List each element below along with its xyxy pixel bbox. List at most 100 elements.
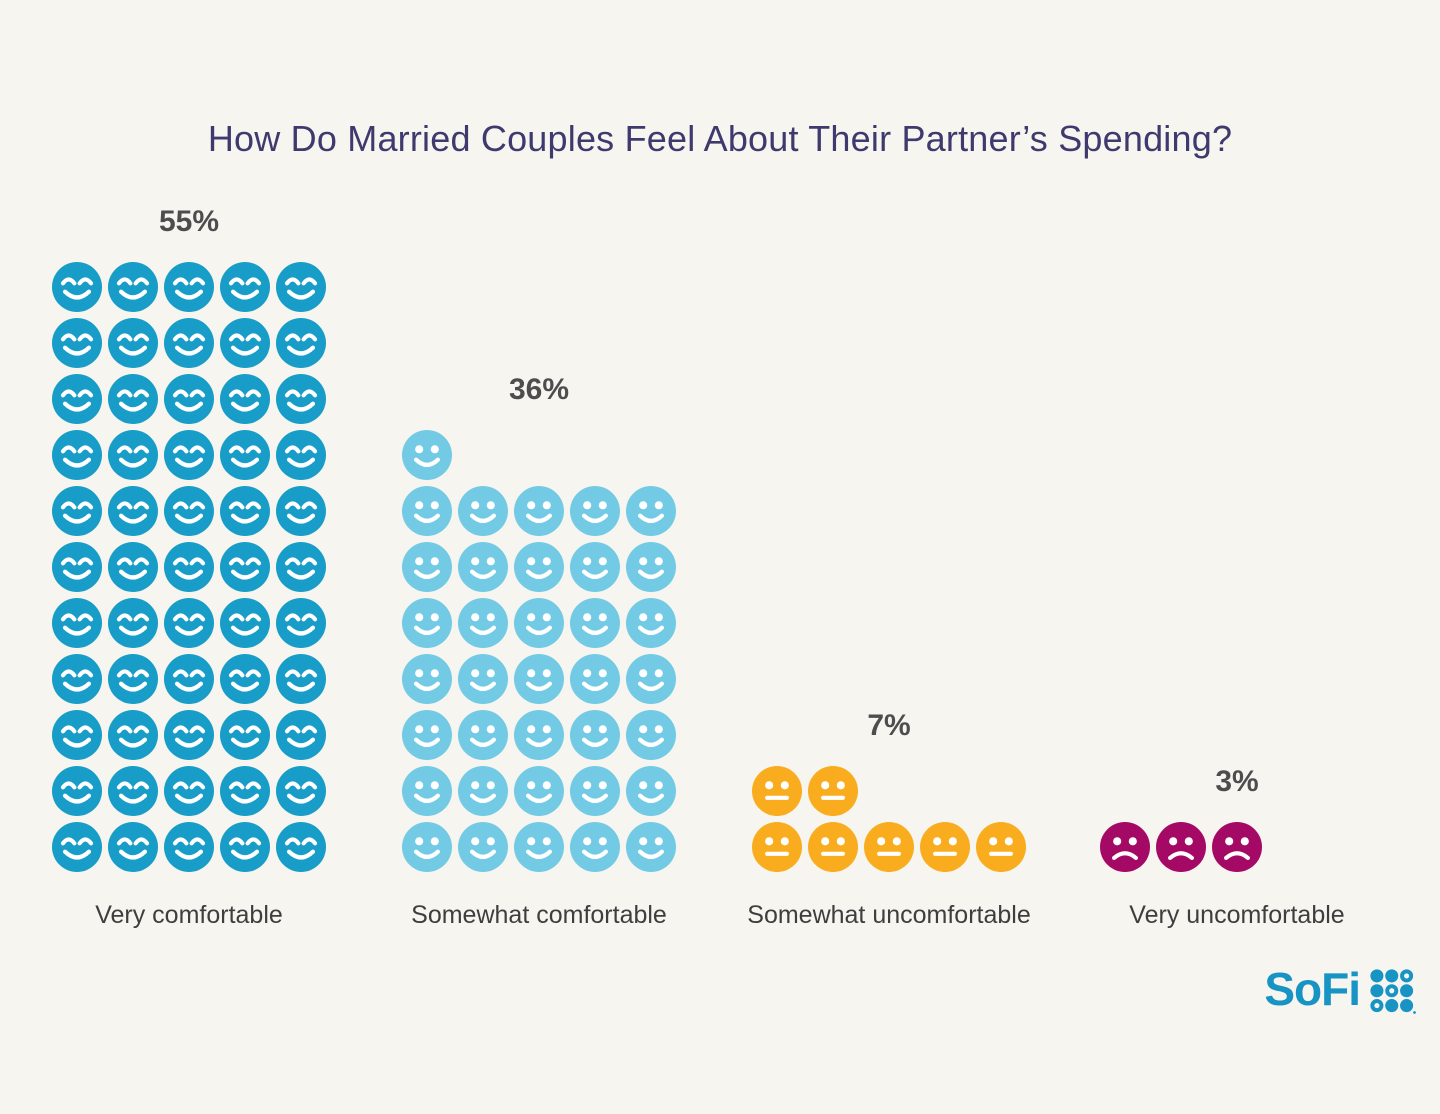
happy-face-icon [402, 598, 452, 648]
happy-face-icon [402, 766, 452, 816]
very-happy-face-icon [220, 262, 270, 312]
pictogram-column-somewhat-uncomfortable: 7% Somewhat uncomfortable [747, 708, 1030, 930]
value-label: 3% [1215, 765, 1259, 798]
very-happy-face-icon [220, 486, 270, 536]
value-label: 36% [508, 373, 570, 406]
very-happy-face-icon [52, 262, 102, 312]
happy-face-icon [514, 822, 564, 872]
happy-face-icon [514, 542, 564, 592]
face-row [402, 654, 676, 704]
very-happy-face-icon [276, 430, 326, 480]
very-happy-face-icon [220, 430, 270, 480]
face-row [402, 542, 676, 592]
happy-face-icon [458, 542, 508, 592]
happy-face-icon [514, 486, 564, 536]
very-happy-face-icon [52, 542, 102, 592]
very-happy-face-icon [108, 486, 158, 536]
face-row [1100, 822, 1374, 872]
sofi-dots-icon [1370, 969, 1416, 1014]
happy-face-icon [626, 766, 676, 816]
happy-face-icon [570, 766, 620, 816]
sad-face-icon [1212, 822, 1262, 872]
happy-face-icon [570, 822, 620, 872]
chart-title: How Do Married Couples Feel About Their … [207, 118, 1233, 159]
very-happy-face-icon [108, 822, 158, 872]
very-happy-face-icon [52, 766, 102, 816]
face-row [52, 822, 326, 872]
very-happy-face-icon [276, 262, 326, 312]
happy-face-icon [514, 654, 564, 704]
neutral-face-icon [864, 822, 914, 872]
neutral-face-icon [752, 822, 802, 872]
very-happy-face-icon [164, 542, 214, 592]
happy-face-icon [402, 822, 452, 872]
neutral-face-icon [808, 822, 858, 872]
happy-face-icon [514, 710, 564, 760]
happy-face-icon [458, 766, 508, 816]
happy-face-icon [626, 486, 676, 536]
very-happy-face-icon [164, 262, 214, 312]
face-row [402, 486, 676, 536]
face-row [52, 654, 326, 704]
face-grid [1100, 822, 1374, 872]
pictogram-column-very-uncomfortable: 3% Very uncomfortable [1100, 764, 1374, 930]
very-happy-face-icon [276, 486, 326, 536]
very-happy-face-icon [164, 430, 214, 480]
very-happy-face-icon [220, 318, 270, 368]
face-row [52, 318, 326, 368]
face-row [52, 374, 326, 424]
happy-face-icon [570, 598, 620, 648]
category-label: Somewhat uncomfortable [747, 901, 1031, 929]
very-happy-face-icon [108, 262, 158, 312]
neutral-face-icon [752, 766, 802, 816]
happy-face-icon [570, 654, 620, 704]
face-row [402, 766, 676, 816]
happy-face-icon [514, 598, 564, 648]
happy-face-icon [458, 598, 508, 648]
happy-face-icon [626, 598, 676, 648]
very-happy-face-icon [108, 654, 158, 704]
neutral-face-icon [976, 822, 1026, 872]
happy-face-icon [626, 822, 676, 872]
face-row [402, 822, 676, 872]
face-row [52, 598, 326, 648]
neutral-face-icon [808, 766, 858, 816]
very-happy-face-icon [52, 318, 102, 368]
very-happy-face-icon [52, 598, 102, 648]
face-row [402, 710, 676, 760]
face-row [52, 486, 326, 536]
pictogram-column-very-comfortable: 55% Very comfortable [52, 204, 326, 930]
face-row [52, 766, 326, 816]
very-happy-face-icon [220, 710, 270, 760]
value-label: 7% [867, 709, 911, 742]
happy-face-icon [570, 710, 620, 760]
very-happy-face-icon [276, 654, 326, 704]
very-happy-face-icon [108, 430, 158, 480]
face-row [402, 598, 676, 648]
very-happy-face-icon [52, 654, 102, 704]
face-row [52, 542, 326, 592]
face-row [52, 710, 326, 760]
very-happy-face-icon [164, 822, 214, 872]
category-label: Somewhat comfortable [411, 901, 667, 929]
very-happy-face-icon [108, 598, 158, 648]
very-happy-face-icon [276, 766, 326, 816]
neutral-face-icon [920, 822, 970, 872]
happy-face-icon [402, 486, 452, 536]
very-happy-face-icon [164, 486, 214, 536]
sofi-logo: SoFi [1264, 963, 1416, 1014]
very-happy-face-icon [276, 598, 326, 648]
face-grid [52, 262, 326, 872]
very-happy-face-icon [52, 430, 102, 480]
very-happy-face-icon [164, 654, 214, 704]
face-grid [402, 430, 676, 872]
very-happy-face-icon [220, 598, 270, 648]
happy-face-icon [402, 430, 452, 480]
very-happy-face-icon [276, 710, 326, 760]
happy-face-icon [514, 766, 564, 816]
category-label: Very comfortable [95, 901, 283, 929]
very-happy-face-icon [164, 318, 214, 368]
very-happy-face-icon [52, 486, 102, 536]
very-happy-face-icon [276, 318, 326, 368]
happy-face-icon [402, 542, 452, 592]
